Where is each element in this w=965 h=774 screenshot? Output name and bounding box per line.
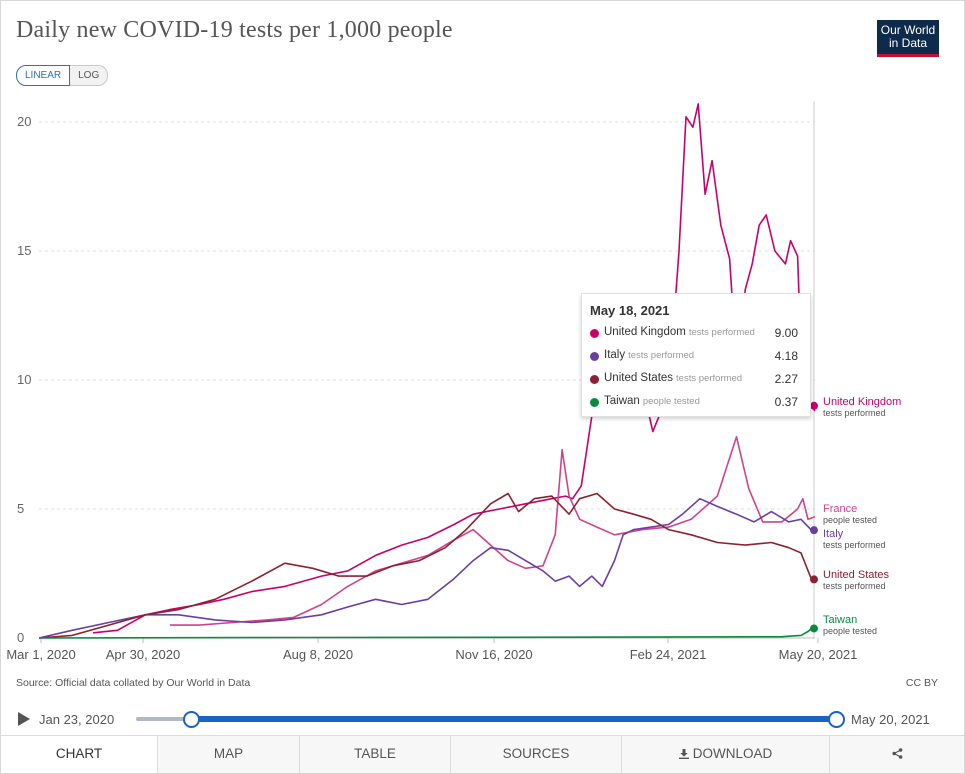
y-tick-label: 20 <box>17 114 31 129</box>
y-tick-label: 15 <box>17 243 31 258</box>
logo-line-1: Our World <box>880 23 936 37</box>
timeline-start-label: Jan 23, 2020 <box>39 712 115 727</box>
tab-download[interactable]: DOWNLOAD <box>621 736 829 773</box>
series-line-france <box>169 436 816 626</box>
line-chart: 0 5 10 15 20 Mar 1, 2020 Apr 30, 2020 Aug 8, 20… <box>6 101 901 662</box>
x-tick-label: Apr 30, 2020 <box>106 647 180 662</box>
series-sublabel: tests performed <box>823 540 886 550</box>
share-icon <box>891 748 902 759</box>
y-tick-label: 0 <box>17 630 24 645</box>
chart-title: Daily new COVID-19 tests per 1,000 peopl… <box>16 17 453 43</box>
hover-tooltip: May 18, 2021 United Kingdom tests perform… <box>581 293 811 417</box>
tooltip-sub: tests performed <box>688 327 755 338</box>
tooltip-dot <box>590 352 599 361</box>
license-label[interactable]: CC BY <box>905 677 938 689</box>
tooltip-dot <box>590 375 599 384</box>
series-marker-united-states <box>810 575 818 584</box>
linear-scale-button[interactable]: LINEAR <box>16 65 71 86</box>
tab-share[interactable] <box>829 736 964 773</box>
tooltip-date: May 18, 2021 <box>590 303 670 318</box>
tab-sources[interactable]: SOURCES <box>450 736 621 773</box>
tooltip-row-italy: Italy tests performed 4.18 <box>590 348 804 366</box>
download-label: DOWNLOAD <box>692 746 773 761</box>
tooltip-sub: people tested <box>642 396 700 407</box>
tooltip-dot <box>590 398 599 407</box>
series-marker-taiwan <box>810 624 818 633</box>
tooltip-name: Italy <box>604 349 626 361</box>
scale-toggle: LINEAR LOG <box>16 65 109 86</box>
series-label-united-kingdom: United Kingdom <box>823 396 901 408</box>
series-label-taiwan: Taiwan <box>823 614 857 626</box>
tooltip-value: 0.37 <box>774 395 798 409</box>
x-tick-label: Aug 8, 2020 <box>283 647 353 662</box>
series-line-italy <box>38 497 816 639</box>
tab-table[interactable]: TABLE <box>299 736 450 773</box>
tooltip-value: 9.00 <box>774 326 798 340</box>
x-tick-label: May 20, 2021 <box>779 647 858 662</box>
tooltip-row-taiwan: Taiwan people tested 0.37 <box>590 394 804 412</box>
tooltip-row-united-states: United States tests performed 2.27 <box>590 371 804 389</box>
tooltip-name: Taiwan <box>604 395 640 407</box>
series-sublabel: tests performed <box>823 581 886 591</box>
x-tick-label: Nov 16, 2020 <box>455 647 532 662</box>
series-label-united-states: United States <box>823 569 890 581</box>
timeline-start-handle[interactable] <box>183 711 200 728</box>
series-line-taiwan <box>38 625 816 639</box>
series-sublabel: tests performed <box>823 408 886 418</box>
tooltip-row-united-kingdom: United Kingdom tests performed 9.00 <box>590 325 804 343</box>
tab-bar: CHART MAP TABLE SOURCES DOWNLOAD <box>1 735 964 773</box>
timeline-selected-range <box>190 716 836 722</box>
source-note[interactable]: Source: Official data collated by Our Wo… <box>16 677 251 689</box>
tooltip-value: 2.27 <box>774 372 798 386</box>
series-label-france: France <box>823 503 857 515</box>
tooltip-value: 4.18 <box>774 349 798 363</box>
timeline-end-label: May 20, 2021 <box>851 712 930 727</box>
y-tick-label: 5 <box>17 501 24 516</box>
log-scale-button[interactable]: LOG <box>70 65 109 86</box>
tooltip-sub: tests performed <box>676 373 743 384</box>
tab-chart[interactable]: CHART <box>1 736 157 773</box>
owid-logo[interactable]: Our World in Data <box>877 20 939 57</box>
tooltip-name: United Kingdom <box>604 326 686 338</box>
x-tick-label: Mar 1, 2020 <box>6 647 75 662</box>
series-label-italy: Italy <box>823 528 844 540</box>
tooltip-name: United States <box>604 372 674 384</box>
timeline-end-handle[interactable] <box>828 711 845 728</box>
y-tick-label: 10 <box>17 372 31 387</box>
play-icon[interactable] <box>18 712 30 726</box>
timeline: Jan 23, 2020 May 20, 2021 <box>1 707 965 731</box>
series-marker-italy <box>810 526 818 535</box>
series-line-united-states <box>38 492 816 639</box>
logo-line-2: in Data <box>888 36 928 50</box>
tooltip-sub: tests performed <box>628 350 695 361</box>
series-sublabel: people tested <box>823 626 877 636</box>
download-icon <box>678 749 689 759</box>
x-tick-label: Feb 24, 2021 <box>630 647 707 662</box>
tooltip-dot <box>590 329 599 338</box>
series-sublabel: people tested <box>823 515 877 525</box>
tab-map[interactable]: MAP <box>157 736 299 773</box>
series-marker-united-kingdom <box>810 401 818 410</box>
